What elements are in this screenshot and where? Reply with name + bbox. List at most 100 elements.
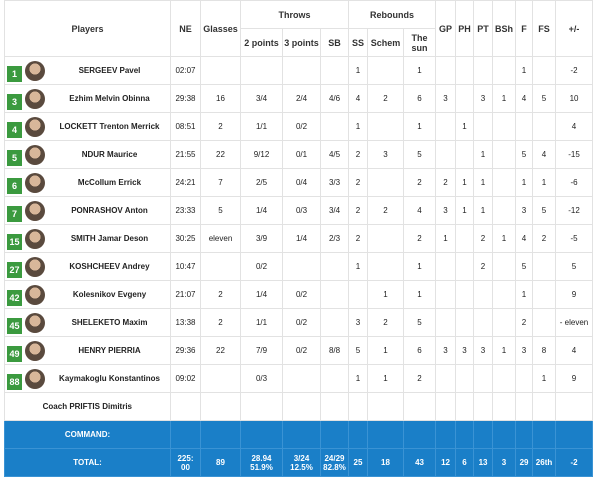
player-number: 5 xyxy=(7,150,22,166)
stat-cell xyxy=(492,112,517,141)
stat-cell: 1/4 xyxy=(240,280,283,309)
stat-cell xyxy=(435,364,457,393)
player-info: 88 Kaymakoglu Konstantinos xyxy=(6,366,170,392)
stat-cell xyxy=(200,364,241,393)
player-photo xyxy=(25,144,45,165)
total-row: TOTAL: 225: 00 89 28.94 51.9% 3/24 12.5% 24/2… xyxy=(4,448,594,477)
header-cell: GP xyxy=(435,0,457,57)
stat-cell xyxy=(473,280,494,309)
empty-cell xyxy=(532,392,557,421)
stat-cell xyxy=(367,112,404,141)
stat-cell: 1 xyxy=(492,224,517,253)
stat-cell: eleven xyxy=(200,224,241,253)
empty-cell xyxy=(200,420,241,449)
total-cell: 6 xyxy=(455,448,475,477)
total-cell: 3/24 12.5% xyxy=(282,448,321,477)
player-name: Ezhim Melvin Obinna xyxy=(69,94,150,103)
player-info: 27 KOSHCHEEV Andrey xyxy=(6,254,170,280)
stat-cell xyxy=(282,364,321,393)
stat-cell xyxy=(435,308,457,337)
header-cell: NE xyxy=(170,0,201,57)
stat-cell xyxy=(240,56,283,85)
stat-cell: 2 xyxy=(348,140,368,169)
stat-cell: 3 xyxy=(435,336,457,365)
stat-cell: 3 xyxy=(435,196,457,225)
stat-cell: 1 xyxy=(532,168,557,197)
stat-cell: 5 xyxy=(532,84,557,113)
stat-cell xyxy=(435,280,457,309)
stat-cell: 9 xyxy=(555,364,594,393)
player-cell: 5 NDUR Maurice xyxy=(4,140,171,169)
stat-cell xyxy=(455,252,475,281)
total-cell: 25 xyxy=(348,448,368,477)
empty-cell xyxy=(348,420,368,449)
stat-cell: 16 xyxy=(200,84,241,113)
coach-row: Coach PRIFTIS Dimitris xyxy=(4,392,594,421)
coach-name: Coach PRIFTIS Dimitris xyxy=(4,392,171,421)
empty-cell xyxy=(282,392,321,421)
stat-cell: 2 xyxy=(515,308,534,337)
stat-cell: 5 xyxy=(555,252,594,281)
header-cell: Glasses xyxy=(200,0,241,57)
stat-cell xyxy=(435,56,457,85)
total-cell: 43 xyxy=(402,448,437,477)
stat-cell: 3/4 xyxy=(240,84,283,113)
stat-cell: 23:33 xyxy=(170,196,201,225)
player-row: 7 PONRASHOV Anton 23:33 5 1/4 0/3 3/4 2 2 4 3 1 1 3 5-… xyxy=(4,196,594,225)
stat-cell: 1 xyxy=(348,56,368,85)
stat-cell: 1 xyxy=(455,196,475,225)
stat-cell: 3/4 xyxy=(320,196,349,225)
total-cell: 28.94 51.9% xyxy=(240,448,283,477)
command-label: COMMAND: xyxy=(4,420,171,449)
total-cell: 18 xyxy=(367,448,404,477)
stat-cell: 10 xyxy=(555,84,594,113)
player-row: 88 Kaymakoglu Konstantinos 09:02 0/3 1 1 2 1 9 xyxy=(4,364,594,393)
stat-cell: 1 xyxy=(348,252,368,281)
player-photo xyxy=(25,368,45,389)
stat-cell: 2 xyxy=(200,280,241,309)
empty-cell xyxy=(435,392,457,421)
header-cell: 3 points xyxy=(282,28,321,57)
stat-cell: 3/3 xyxy=(320,168,349,197)
table-header: Players NE Glasses Throws Rebounds GP PH PT BSh F… xyxy=(4,0,594,57)
stat-cell: 10:47 xyxy=(170,252,201,281)
stat-cell: - eleven xyxy=(555,308,594,337)
stat-cell xyxy=(367,56,404,85)
player-photo xyxy=(25,312,45,333)
stat-cell: 2 xyxy=(367,308,404,337)
total-label: TOTAL: xyxy=(4,448,171,477)
player-number: 88 xyxy=(7,374,22,390)
stat-cell: 5 xyxy=(532,196,557,225)
header-cell: SB xyxy=(320,28,349,57)
player-info: 15 SMITH Jamar Deson xyxy=(6,226,170,252)
header-row: Players NE Glasses Throws Rebounds GP PH PT BSh F… xyxy=(4,0,594,57)
stat-cell xyxy=(492,196,517,225)
stat-cell: 1 xyxy=(348,112,368,141)
stat-cell xyxy=(492,168,517,197)
stat-cell xyxy=(492,252,517,281)
stat-cell: 2 xyxy=(348,168,368,197)
stat-cell: 24:21 xyxy=(170,168,201,197)
player-row: 15 SMITH Jamar Deson 30:25 eleven 3/9 1/4 2/3 2… xyxy=(4,224,594,253)
stat-cell: 3 xyxy=(367,140,404,169)
stat-cell: 2 xyxy=(200,112,241,141)
stat-cell: 7/9 xyxy=(240,336,283,365)
player-number: 3 xyxy=(7,94,22,110)
player-name: Kolesnikov Evgeny xyxy=(72,290,147,299)
player-info: 1 SERGEEV Pavel xyxy=(6,58,170,84)
stat-cell xyxy=(473,364,494,393)
total-cell: 89 xyxy=(200,448,241,477)
stat-cell: 5 xyxy=(515,252,534,281)
player-cell: 4 LOCKETT Trenton Merrick xyxy=(4,112,171,141)
empty-cell xyxy=(402,420,437,449)
player-cell: 3 Ezhim Melvin Obinna xyxy=(4,84,171,113)
stat-cell: 4 xyxy=(532,140,557,169)
stat-cell: 21:07 xyxy=(170,280,201,309)
stat-cell: 21:55 xyxy=(170,140,201,169)
stat-cell: 0/3 xyxy=(240,364,283,393)
header-cell: SS xyxy=(348,28,368,57)
player-row: 42 Kolesnikov Evgeny 21:07 2 1/4 0/2 1 1 1 9 xyxy=(4,280,594,309)
stat-cell: 4 xyxy=(515,84,534,113)
player-info: 5 NDUR Maurice xyxy=(6,142,170,168)
